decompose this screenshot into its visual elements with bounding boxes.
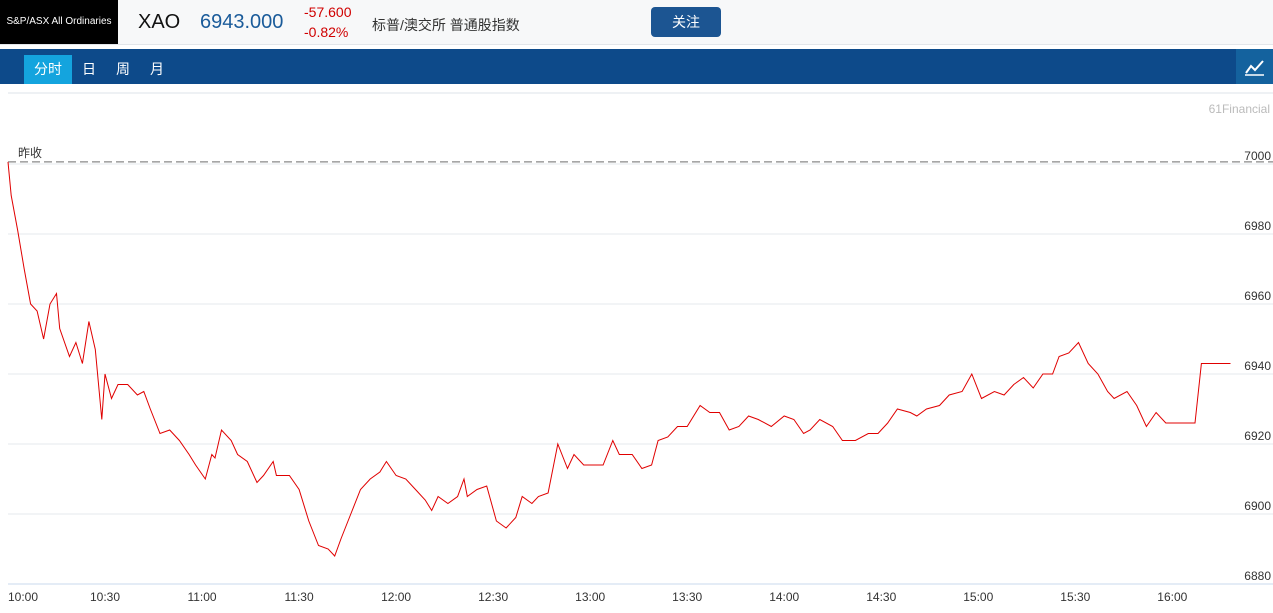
x-tick-label: 14:00 [769, 590, 799, 604]
chart-icon [1245, 60, 1264, 76]
y-tick-label: 6960 [1244, 289, 1271, 303]
change: -57.600 [304, 4, 352, 20]
tab[interactable]: 分时 [24, 55, 72, 84]
chart-type-button[interactable] [1236, 49, 1273, 84]
follow-button[interactable]: 关注 [651, 7, 721, 37]
prev-close-label: 昨收 [18, 146, 42, 160]
tab[interactable]: 周 [116, 61, 130, 77]
y-tick-label: 7000 [1244, 149, 1271, 163]
symbol: XAO [138, 11, 181, 33]
x-tick-label: 13:00 [575, 590, 605, 604]
x-tick-label: 10:00 [8, 590, 38, 604]
y-tick-label: 6880 [1244, 569, 1271, 583]
x-tick-label: 14:30 [866, 590, 896, 604]
y-tick-label: 6940 [1244, 359, 1271, 373]
y-tick-label: 6920 [1244, 429, 1271, 443]
x-tick-label: 15:30 [1060, 590, 1090, 604]
index-name: 标普/澳交所 普通股指数 [372, 17, 520, 33]
y-tick-label: 6900 [1244, 499, 1271, 513]
x-tick-label: 10:30 [90, 590, 120, 604]
x-tick-label: 13:30 [672, 590, 702, 604]
change-pct: -0.82% [304, 24, 349, 40]
x-tick-label: 16:00 [1157, 590, 1187, 604]
tab[interactable]: 日 [82, 61, 96, 77]
chart: 61Financial 6880 6900 6920 6940 6960 6980 7000… [7, 92, 1273, 604]
index-logo: S&P/ASX All Ordinaries [0, 0, 118, 44]
x-tick-label: 11:00 [187, 590, 216, 604]
x-tick-label: 11:30 [285, 590, 314, 604]
header: S&P/ASX All Ordinaries XAO 6943.000 -57.… [0, 0, 1273, 45]
x-tick-label: 12:00 [381, 590, 411, 604]
x-tick-label: 15:00 [963, 590, 993, 604]
y-tick-label: 6980 [1244, 219, 1271, 233]
price: 6943.000 [200, 11, 284, 33]
tab-bar: 分时 日 周 月 [0, 49, 1273, 84]
tab[interactable]: 月 [150, 61, 164, 77]
price-line [7, 161, 1231, 557]
x-tick-label: 12:30 [478, 590, 508, 604]
watermark: 61Financial [1209, 102, 1270, 116]
